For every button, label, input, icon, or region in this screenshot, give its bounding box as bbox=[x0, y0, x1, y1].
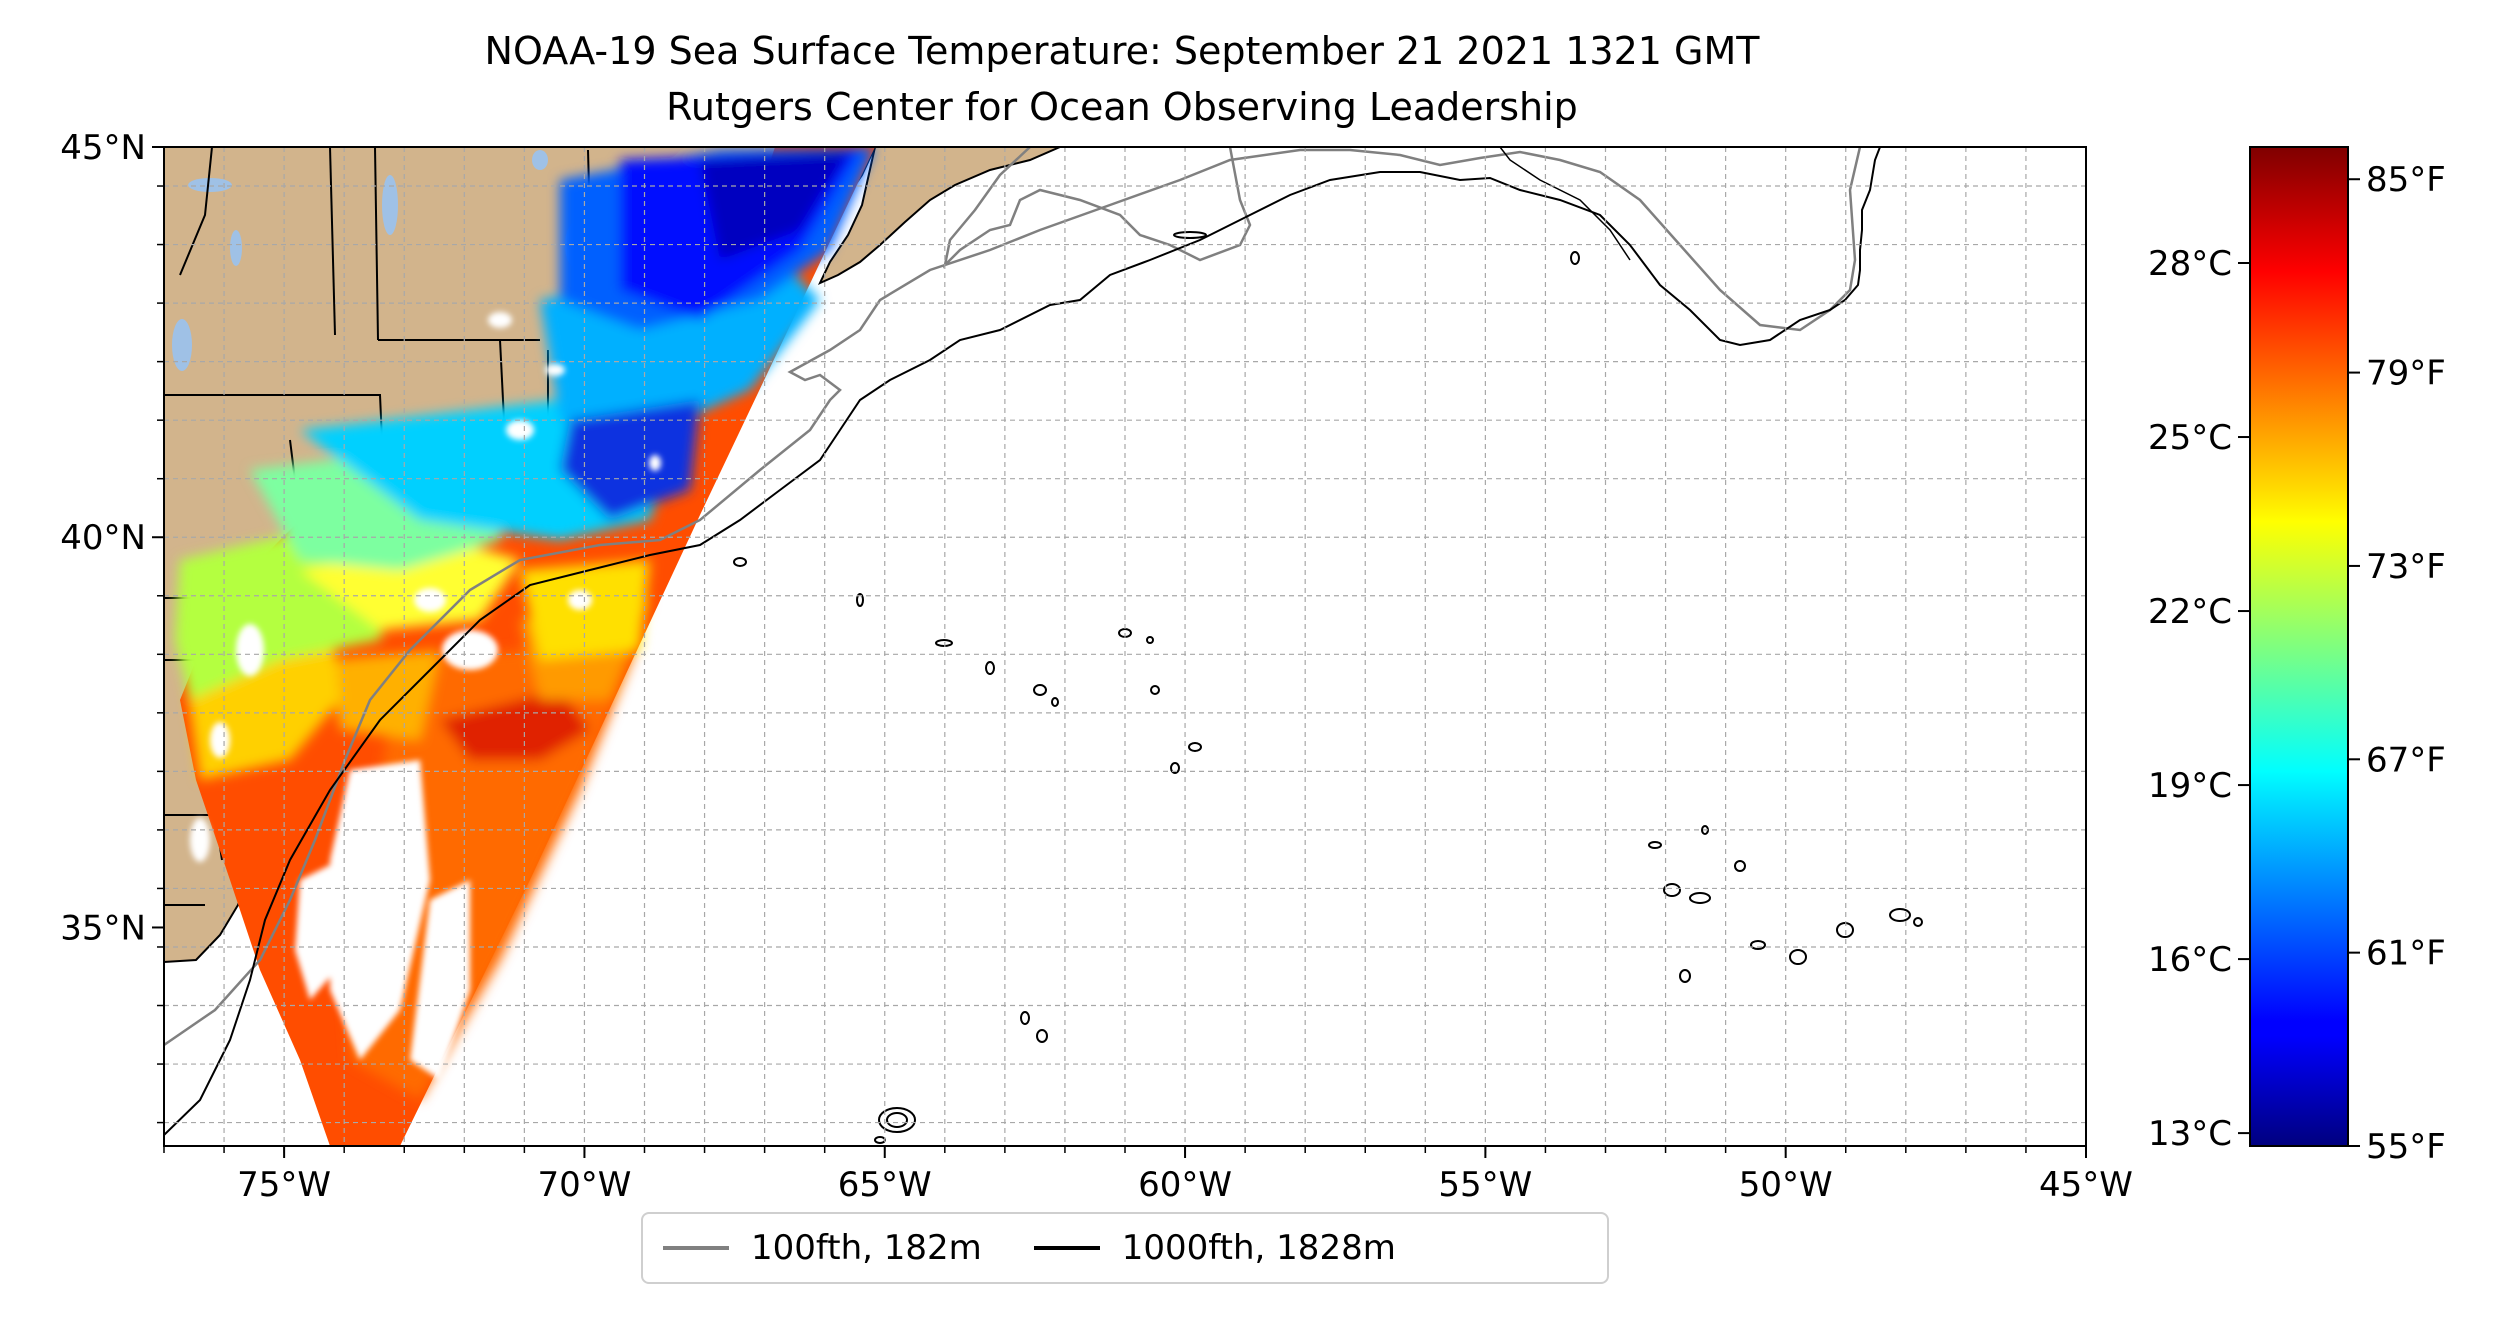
colorbar-f-label: 67°F bbox=[2366, 740, 2446, 780]
lat-tick-label: 45°N bbox=[60, 128, 146, 168]
colorbar bbox=[2249, 146, 2349, 1147]
colorbar-c-label: 19°C bbox=[2148, 766, 2232, 806]
colorbar-c-label: 22°C bbox=[2148, 592, 2232, 632]
map-axes: 75°W 70°W 65°W 60°W 55°W 50°W 45°W 45°N 40°N 35°N bbox=[60, 128, 2133, 1205]
lat-tick-label: 40°N bbox=[60, 518, 146, 558]
lon-tick-label: 50°W bbox=[1739, 1165, 1833, 1205]
chart-subtitle: Rutgers Center for Ocean Observing Leade… bbox=[666, 85, 1578, 129]
lake bbox=[382, 175, 398, 235]
colorbar-f-label: 55°F bbox=[2366, 1127, 2446, 1167]
lon-tick-label: 45°W bbox=[2039, 1165, 2133, 1205]
lon-tick-label: 70°W bbox=[537, 1165, 631, 1205]
legend-label-1000fth: 1000fth, 1828m bbox=[1121, 1228, 1396, 1268]
colorbar-c-label: 16°C bbox=[2148, 940, 2232, 980]
isobath-1000fth-inner bbox=[1499, 147, 1631, 261]
colorbar-c-label: 25°C bbox=[2148, 418, 2232, 458]
lon-tick-label: 60°W bbox=[1138, 1165, 1232, 1205]
lake bbox=[172, 319, 192, 371]
colorbar-f-label: 85°F bbox=[2366, 160, 2446, 200]
isobath-1000fth bbox=[164, 147, 1881, 1136]
colorbar-c-label: 28°C bbox=[2148, 244, 2232, 284]
isobath-100fth bbox=[164, 147, 1862, 1047]
lake bbox=[230, 230, 242, 266]
gridlines bbox=[164, 147, 2086, 1146]
legend-item-100fth: 100fth, 182m bbox=[663, 1228, 982, 1268]
seamounts bbox=[733, 231, 1923, 1144]
colorbar-f-label: 79°F bbox=[2366, 354, 2446, 394]
legend-swatch-1000fth bbox=[1033, 1246, 1100, 1250]
legend-swatch-100fth bbox=[663, 1246, 729, 1250]
legend: 100fth, 182m 1000fth, 1828m bbox=[641, 1212, 1609, 1284]
legend-label-100fth: 100fth, 182m bbox=[751, 1228, 982, 1268]
colorbar-axes: 55°F 61°F 67°F 73°F 79°F 85°F 13°C 16°C 19°C 22°C… bbox=[2148, 160, 2446, 1167]
legend-item-1000fth: 1000fth, 1828m bbox=[1033, 1228, 1396, 1268]
lake bbox=[188, 178, 232, 192]
lake bbox=[532, 150, 548, 170]
lon-tick-label: 65°W bbox=[838, 1165, 932, 1205]
colorbar-f-label: 61°F bbox=[2366, 934, 2446, 974]
chart-title: NOAA-19 Sea Surface Temperature: Septemb… bbox=[484, 29, 1760, 73]
lat-tick-label: 35°N bbox=[60, 908, 146, 948]
lon-tick-label: 55°W bbox=[1438, 1165, 1532, 1205]
lon-tick-label: 75°W bbox=[237, 1165, 331, 1205]
colorbar-c-label: 13°C bbox=[2148, 1114, 2232, 1154]
colorbar-f-label: 73°F bbox=[2366, 547, 2446, 587]
